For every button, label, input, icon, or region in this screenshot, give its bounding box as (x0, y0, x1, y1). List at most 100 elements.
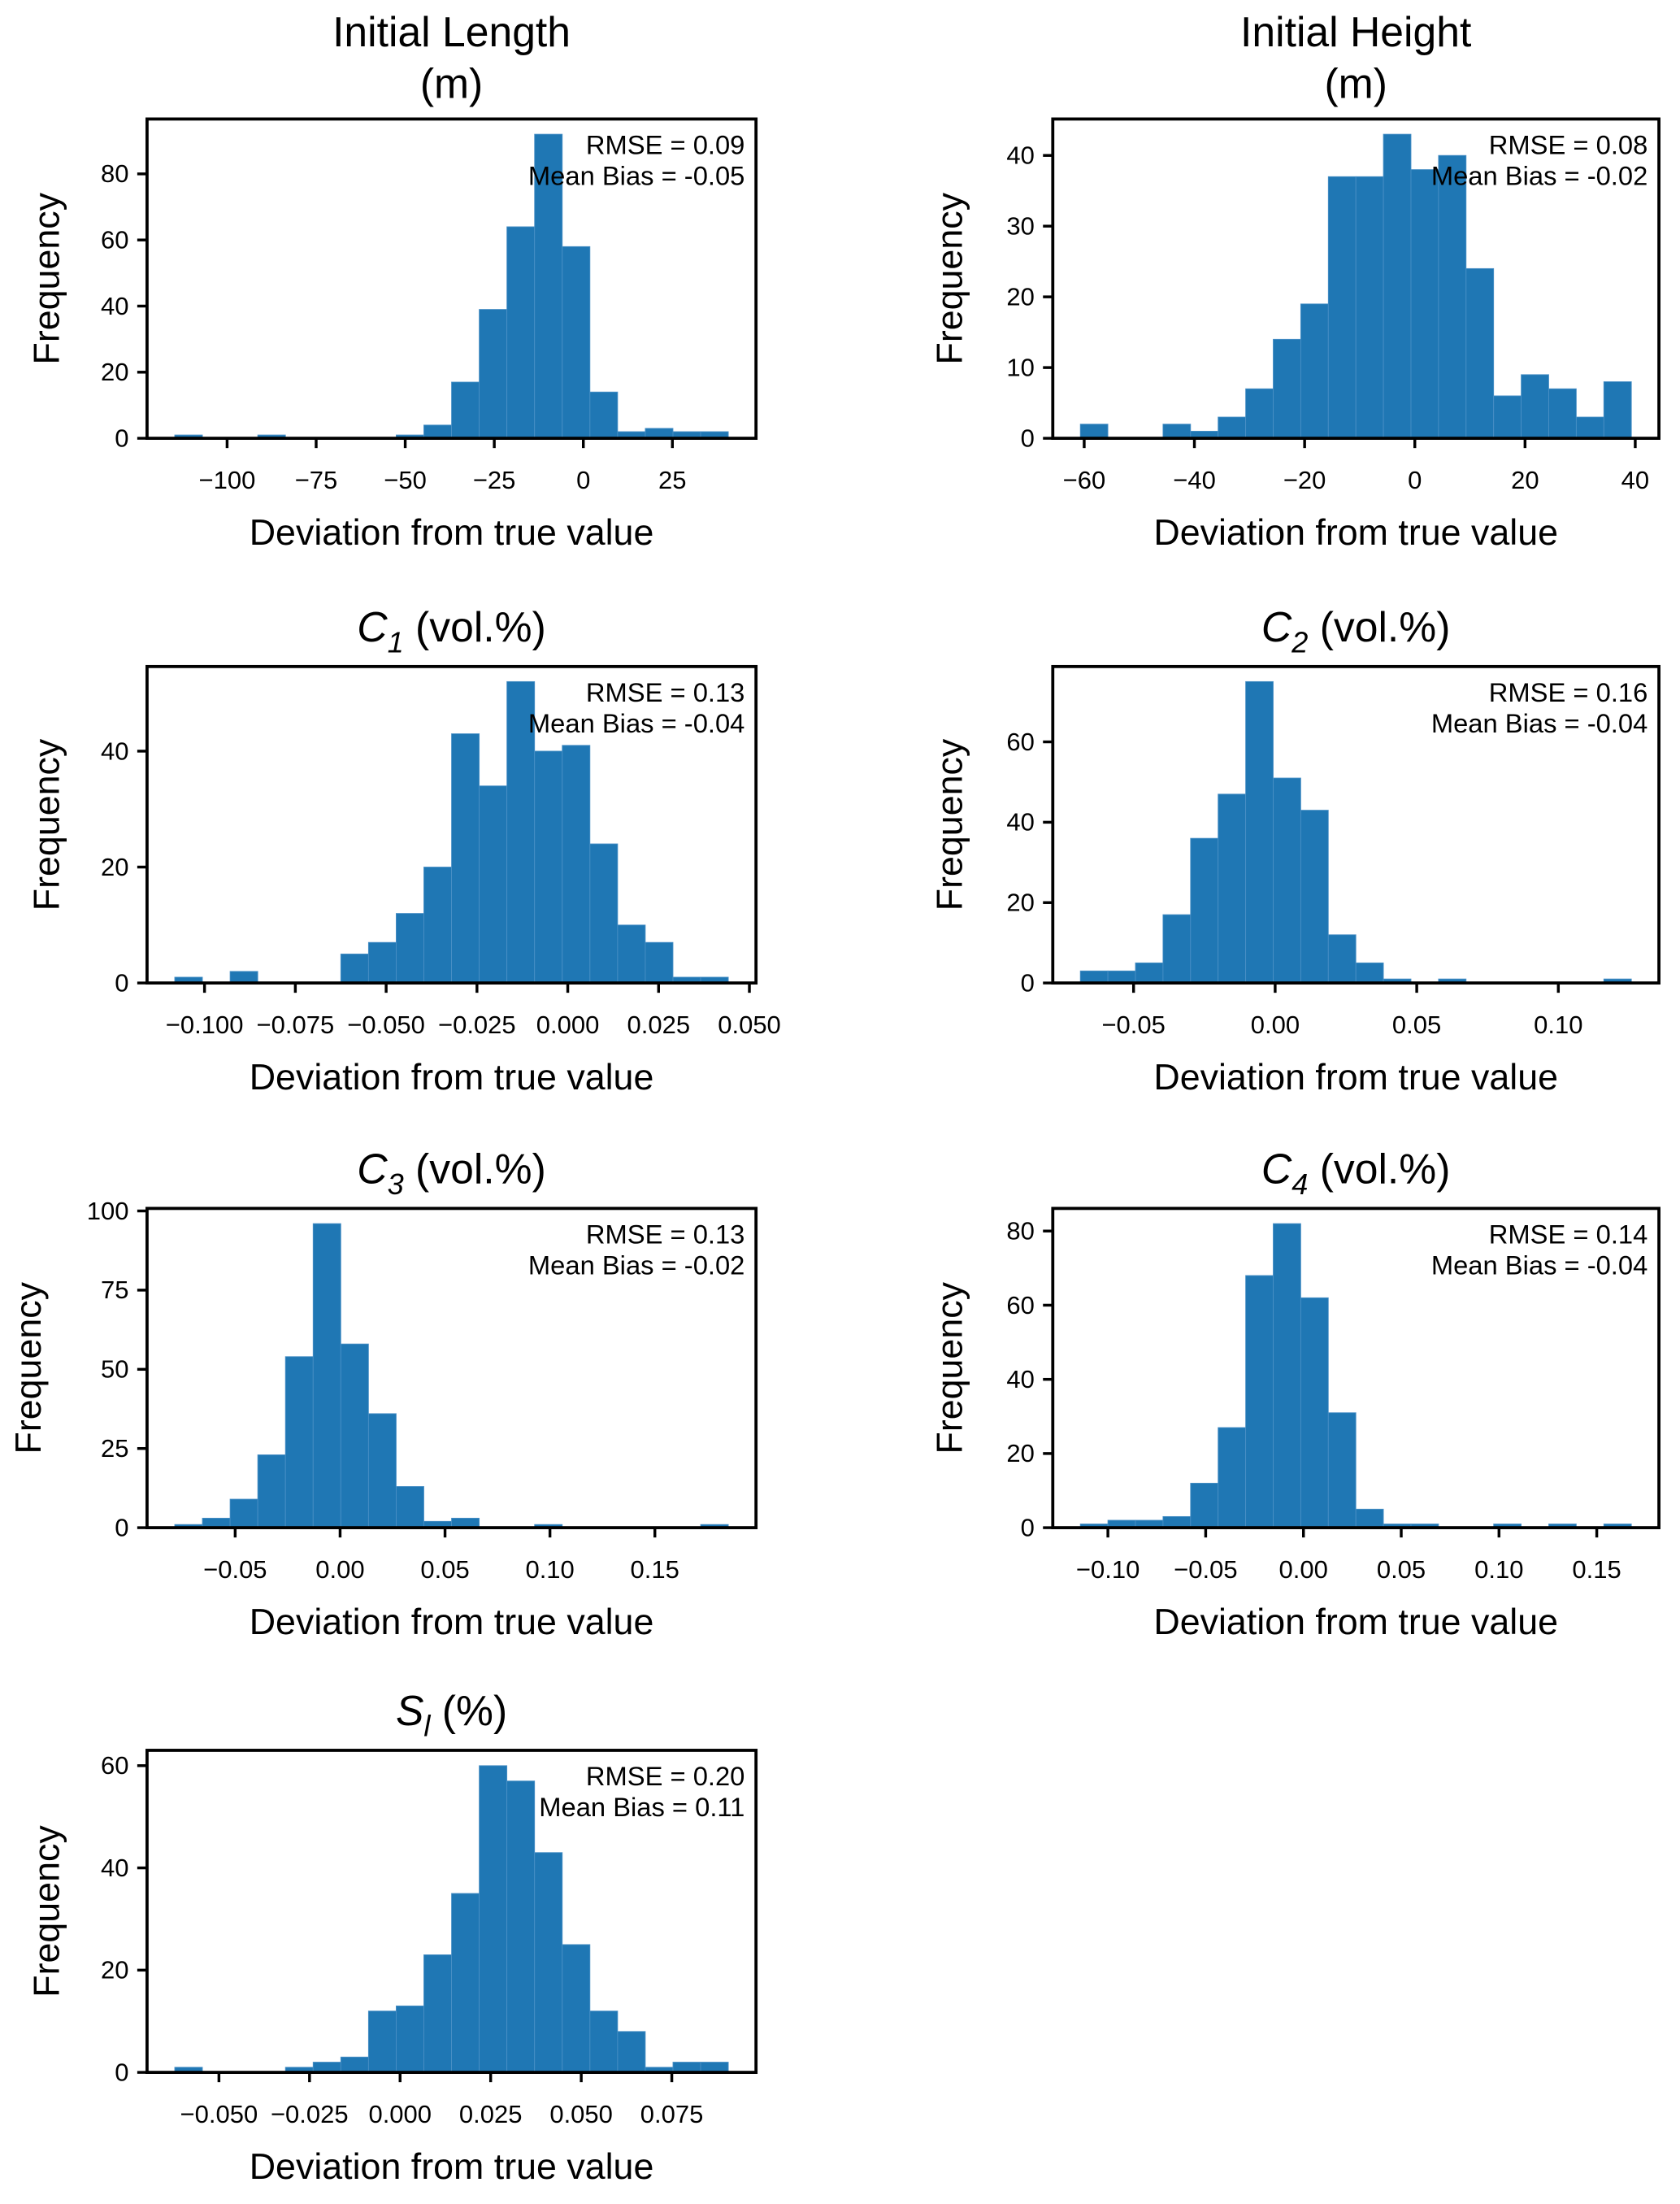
histogram-panel-6: −0.10 −0.05 0.00 0.05 0.10 0.15 0 20 40 60 80 Devia… (929, 1145, 1660, 1642)
x-tick-label: 0.10 (1474, 1555, 1523, 1584)
histogram-bar (1218, 1427, 1247, 1528)
histogram-bar (423, 424, 452, 439)
y-axis-label: Frequency (26, 738, 67, 911)
x-axis-label: Deviation from true value (250, 1602, 654, 1642)
title-subscript: 2 (1291, 626, 1308, 659)
histogram-bar (229, 1498, 258, 1528)
histogram-bar (617, 924, 646, 984)
histogram-bar (506, 1780, 536, 2073)
title-symbol: C (1261, 603, 1292, 650)
histogram-bar (229, 971, 258, 984)
panel-title: Initial Length (332, 8, 571, 55)
histogram-bar (1079, 970, 1109, 984)
x-tick-label: 0.025 (459, 2100, 523, 2128)
y-tick-label: 20 (1006, 282, 1034, 311)
histogram-bar (340, 954, 369, 984)
histogram-bar (1162, 424, 1192, 439)
histogram-bar (1383, 133, 1412, 439)
histogram-bar (1355, 1508, 1384, 1528)
y-tick-label: 60 (1006, 1291, 1034, 1319)
histogram-bar (1465, 267, 1495, 439)
mean-bias-annotation: Mean Bias = -0.04 (1431, 708, 1647, 738)
y-tick-label: 40 (1006, 1365, 1034, 1393)
histogram-bar (396, 1486, 424, 1528)
histogram-bar (1327, 176, 1357, 439)
x-tick-label: 0.05 (1392, 1011, 1441, 1039)
title-symbol: S (396, 1687, 423, 1734)
y-tick-label: 40 (101, 292, 128, 320)
x-tick-label: −0.075 (257, 1011, 335, 1039)
title-subscript: l (423, 1710, 431, 1743)
histogram-bar (1190, 1482, 1219, 1528)
y-tick-label: 0 (115, 2058, 128, 2086)
x-tick-label: −0.05 (1101, 1011, 1165, 1039)
histogram-bar (1355, 176, 1384, 439)
y-axis-label: Frequency (8, 1281, 49, 1454)
histogram-bar (534, 750, 563, 984)
histogram-bar (1521, 374, 1549, 439)
title-subscript: 1 (388, 626, 404, 659)
histogram-panel-7: −0.050 −0.025 0.000 0.025 0.050 0.075 0 20 40 60 D… (26, 1687, 758, 2187)
histogram-bar (562, 745, 591, 984)
y-tick-label: 40 (101, 1854, 128, 1882)
y-tick-label: 0 (115, 968, 128, 997)
histogram-bar (1162, 914, 1192, 984)
x-tick-label: 0.050 (718, 1011, 781, 1039)
histogram-bar (1135, 962, 1164, 984)
histogram-bar (451, 1893, 480, 2073)
y-tick-label: 0 (1021, 968, 1035, 997)
histogram-bar (340, 1343, 369, 1528)
axes-frame (1051, 1206, 1660, 1529)
x-tick-label: −50 (384, 466, 427, 494)
rmse-annotation: RMSE = 0.08 (1489, 129, 1648, 159)
title-unit: (vol.%) (404, 603, 546, 650)
histogram-bar (312, 1223, 341, 1528)
x-tick-label: −75 (295, 466, 338, 494)
x-tick-label: 0.05 (1377, 1555, 1426, 1584)
panel-title: (m) (420, 60, 483, 107)
title-unit: (vol.%) (1308, 603, 1450, 650)
y-tick-label: 80 (1006, 1217, 1034, 1245)
histogram-bar (1273, 338, 1301, 439)
histogram-bar (1162, 1515, 1192, 1528)
histogram-bar (423, 1954, 452, 2073)
histogram-bar (1438, 154, 1467, 439)
mean-bias-annotation: Mean Bias = -0.05 (528, 160, 744, 190)
x-tick-label: 0.00 (1251, 1011, 1300, 1039)
x-tick-label: 0.15 (1572, 1555, 1621, 1584)
histogram-bar (1273, 777, 1301, 984)
mean-bias-annotation: Mean Bias = -0.02 (528, 1250, 744, 1280)
histogram-bar (423, 867, 452, 984)
histogram-bar (617, 2031, 646, 2073)
x-axis-label: Deviation from true value (250, 2146, 654, 2187)
rmse-annotation: RMSE = 0.14 (1489, 1219, 1648, 1249)
panel-title: Initial Height (1240, 8, 1471, 55)
title-unit: (vol.%) (1308, 1145, 1450, 1192)
y-tick-label: 50 (101, 1355, 128, 1384)
y-tick-label: 0 (1021, 1513, 1035, 1541)
panel-title: C2 (vol.%) (1261, 603, 1451, 659)
title-subscript: 3 (388, 1167, 404, 1201)
y-axis-label: Frequency (26, 1825, 67, 1998)
y-tick-label: 60 (101, 1751, 128, 1780)
panel-title: Sl (%) (396, 1687, 507, 1743)
y-tick-label: 30 (1006, 212, 1034, 241)
title-unit: (vol.%) (404, 1145, 546, 1192)
y-axis-label: Frequency (929, 192, 970, 364)
x-tick-label: 0.05 (420, 1555, 469, 1584)
histogram-bar (589, 843, 619, 984)
y-tick-label: 60 (1006, 728, 1034, 756)
histogram-bar (479, 1765, 508, 2073)
x-tick-label: 40 (1621, 466, 1649, 494)
histogram-bar (506, 226, 536, 439)
y-tick-label: 20 (101, 1956, 128, 1984)
mean-bias-annotation: Mean Bias = 0.11 (539, 1792, 744, 1822)
title-unit: (%) (430, 1687, 507, 1734)
y-tick-label: 80 (101, 159, 128, 188)
histogram-bar (1245, 680, 1274, 984)
histogram-bar (340, 2056, 369, 2073)
histogram-bar (1327, 934, 1357, 984)
y-tick-label: 0 (115, 1513, 128, 1541)
histogram-bar (1218, 793, 1247, 984)
mean-bias-annotation: Mean Bias = -0.02 (1431, 160, 1647, 190)
